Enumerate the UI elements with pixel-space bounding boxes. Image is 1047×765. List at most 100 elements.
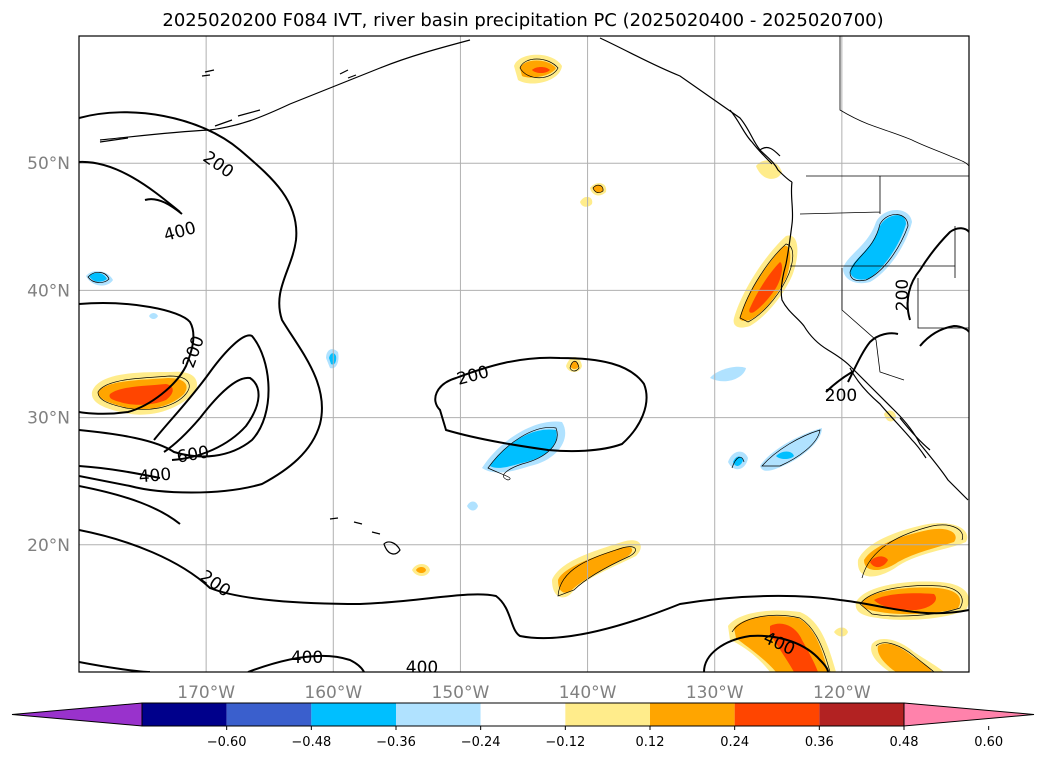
pc-fill-negative [850, 215, 906, 280]
pc-outline [761, 429, 821, 467]
ivt-contour-400-southeast [703, 634, 829, 672]
colorbar-outline [141, 702, 905, 727]
colorbar-swatch [819, 703, 904, 726]
map-frame [78, 35, 970, 673]
colorbar-swatch [396, 703, 481, 726]
coastline-alaska [99, 37, 793, 183]
pc-fill-positive [756, 160, 782, 179]
pc-fill-negative [710, 366, 746, 382]
colorbar-swatch [226, 703, 312, 726]
map-background [79, 36, 969, 672]
map-gridlines [79, 36, 969, 672]
colorbar-tick-label: −0.36 [376, 735, 416, 750]
colorbar-tick-label: −0.12 [545, 735, 585, 750]
pc-fill-positive [749, 262, 783, 313]
colorbar-tick-label: 0.48 [890, 735, 919, 750]
pc-outline [859, 585, 963, 617]
coastline-baja [849, 367, 931, 459]
colorbar-swatch [142, 703, 227, 726]
pc-outline [592, 184, 604, 194]
colorbar-tick-label: −0.24 [461, 735, 501, 750]
pc-fill-positive [877, 643, 932, 672]
x-tick-label: 160°W [304, 683, 362, 703]
border-states [790, 176, 969, 381]
pc-fill-negative [733, 456, 743, 466]
pc-outline [875, 642, 935, 672]
colorbar-extend-max [903, 702, 1035, 727]
colorbar-swatch [565, 703, 650, 726]
coastline-us-west [780, 181, 969, 501]
pc-outline [861, 524, 964, 579]
contour-label: 200 [825, 386, 857, 406]
pc-fill-positive [532, 67, 550, 73]
y-tick-label: 40°N [27, 281, 70, 301]
colorbar-swatch [650, 703, 735, 726]
colorbar-tick-label: −0.48 [291, 735, 331, 750]
colorbar-tick-label: 0.36 [805, 735, 834, 750]
y-tick-label: 20°N [27, 536, 70, 556]
pc-fill-positive [558, 546, 633, 593]
pc-outline [87, 272, 110, 283]
pc-fill-positive [870, 556, 888, 568]
pc-fill-positive [570, 361, 579, 369]
pc-outline [731, 456, 745, 469]
pc-fill-negative [89, 272, 107, 282]
colorbar-swatch [480, 703, 566, 726]
x-tick-label: 140°W [559, 683, 617, 703]
ivt-contour-400-low [79, 465, 161, 479]
pc-fill-positive [770, 623, 818, 672]
pc-fill-positive [416, 567, 426, 573]
border-alaska-canada [839, 36, 969, 167]
chart-title: 2025020200 F084 IVT, river basin precipi… [162, 10, 883, 31]
pc-outline [849, 214, 909, 282]
ivt-contour-200-east [825, 227, 969, 393]
x-tick-label: 150°W [432, 683, 490, 703]
pc-outline [731, 615, 831, 672]
x-tick-label: 130°W [686, 683, 744, 703]
pc-fill-positive [834, 627, 848, 637]
ivt-contour-200-south [79, 529, 969, 640]
coastline-british-columbia [729, 109, 781, 165]
x-tick-label: 170°W [177, 683, 235, 703]
colorbar-swatch [734, 703, 820, 726]
pc-outline [739, 243, 794, 323]
colorbar-tick-label: −0.60 [207, 735, 247, 750]
precip-pc-outlines [87, 58, 964, 672]
colorbar-tick-label: 0.60 [974, 735, 1003, 750]
pc-fill-positive [593, 185, 604, 193]
pc-fill-positive [109, 384, 173, 405]
y-tick-label: 30°N [27, 409, 70, 429]
contour-label: 200 [893, 279, 913, 311]
y-tick-label: 50°N [27, 154, 70, 174]
contour-label: 400 [291, 648, 323, 668]
pc-fill-negative [776, 451, 794, 459]
coastline-hawaii [329, 517, 401, 555]
colorbar-tick-label: 0.12 [636, 735, 665, 750]
pc-outline [97, 375, 190, 410]
ivt-contour-400-south [79, 485, 181, 525]
pc-outline [557, 546, 636, 597]
contour-label: 400 [406, 658, 438, 678]
pc-fill-negative [490, 429, 557, 468]
colorbar-extend-min [11, 702, 143, 727]
ivt-contour-400-west [79, 334, 270, 458]
map-panel: 200 400 200 600 400 200 400 400 200 400 … [79, 36, 969, 678]
pc-fill-negative [329, 353, 337, 365]
coastlines [99, 37, 969, 555]
pc-fill-negative [760, 428, 822, 471]
ivt-contour-200-inner [79, 302, 195, 415]
pc-fill-positive [874, 593, 936, 610]
pc-outline [519, 58, 559, 79]
colorbar-tick-label: 0.24 [720, 735, 749, 750]
y-axis-ticks: 20°N 30°N 40°N 50°N [27, 154, 70, 556]
pc-fill-negative [467, 501, 478, 511]
colorbar-swatch [311, 703, 396, 726]
coastline-aleutians [99, 69, 357, 143]
ivt-contour-200-west [79, 111, 323, 494]
x-axis-ticks: 170°W 160°W 150°W 140°W 130°W 120°W [177, 683, 871, 703]
political-borders [790, 36, 969, 381]
ivt-contour-400-north [144, 198, 183, 215]
pc-outline [487, 427, 558, 481]
pc-fill-positive [580, 196, 593, 207]
pc-fill-negative [149, 313, 158, 319]
